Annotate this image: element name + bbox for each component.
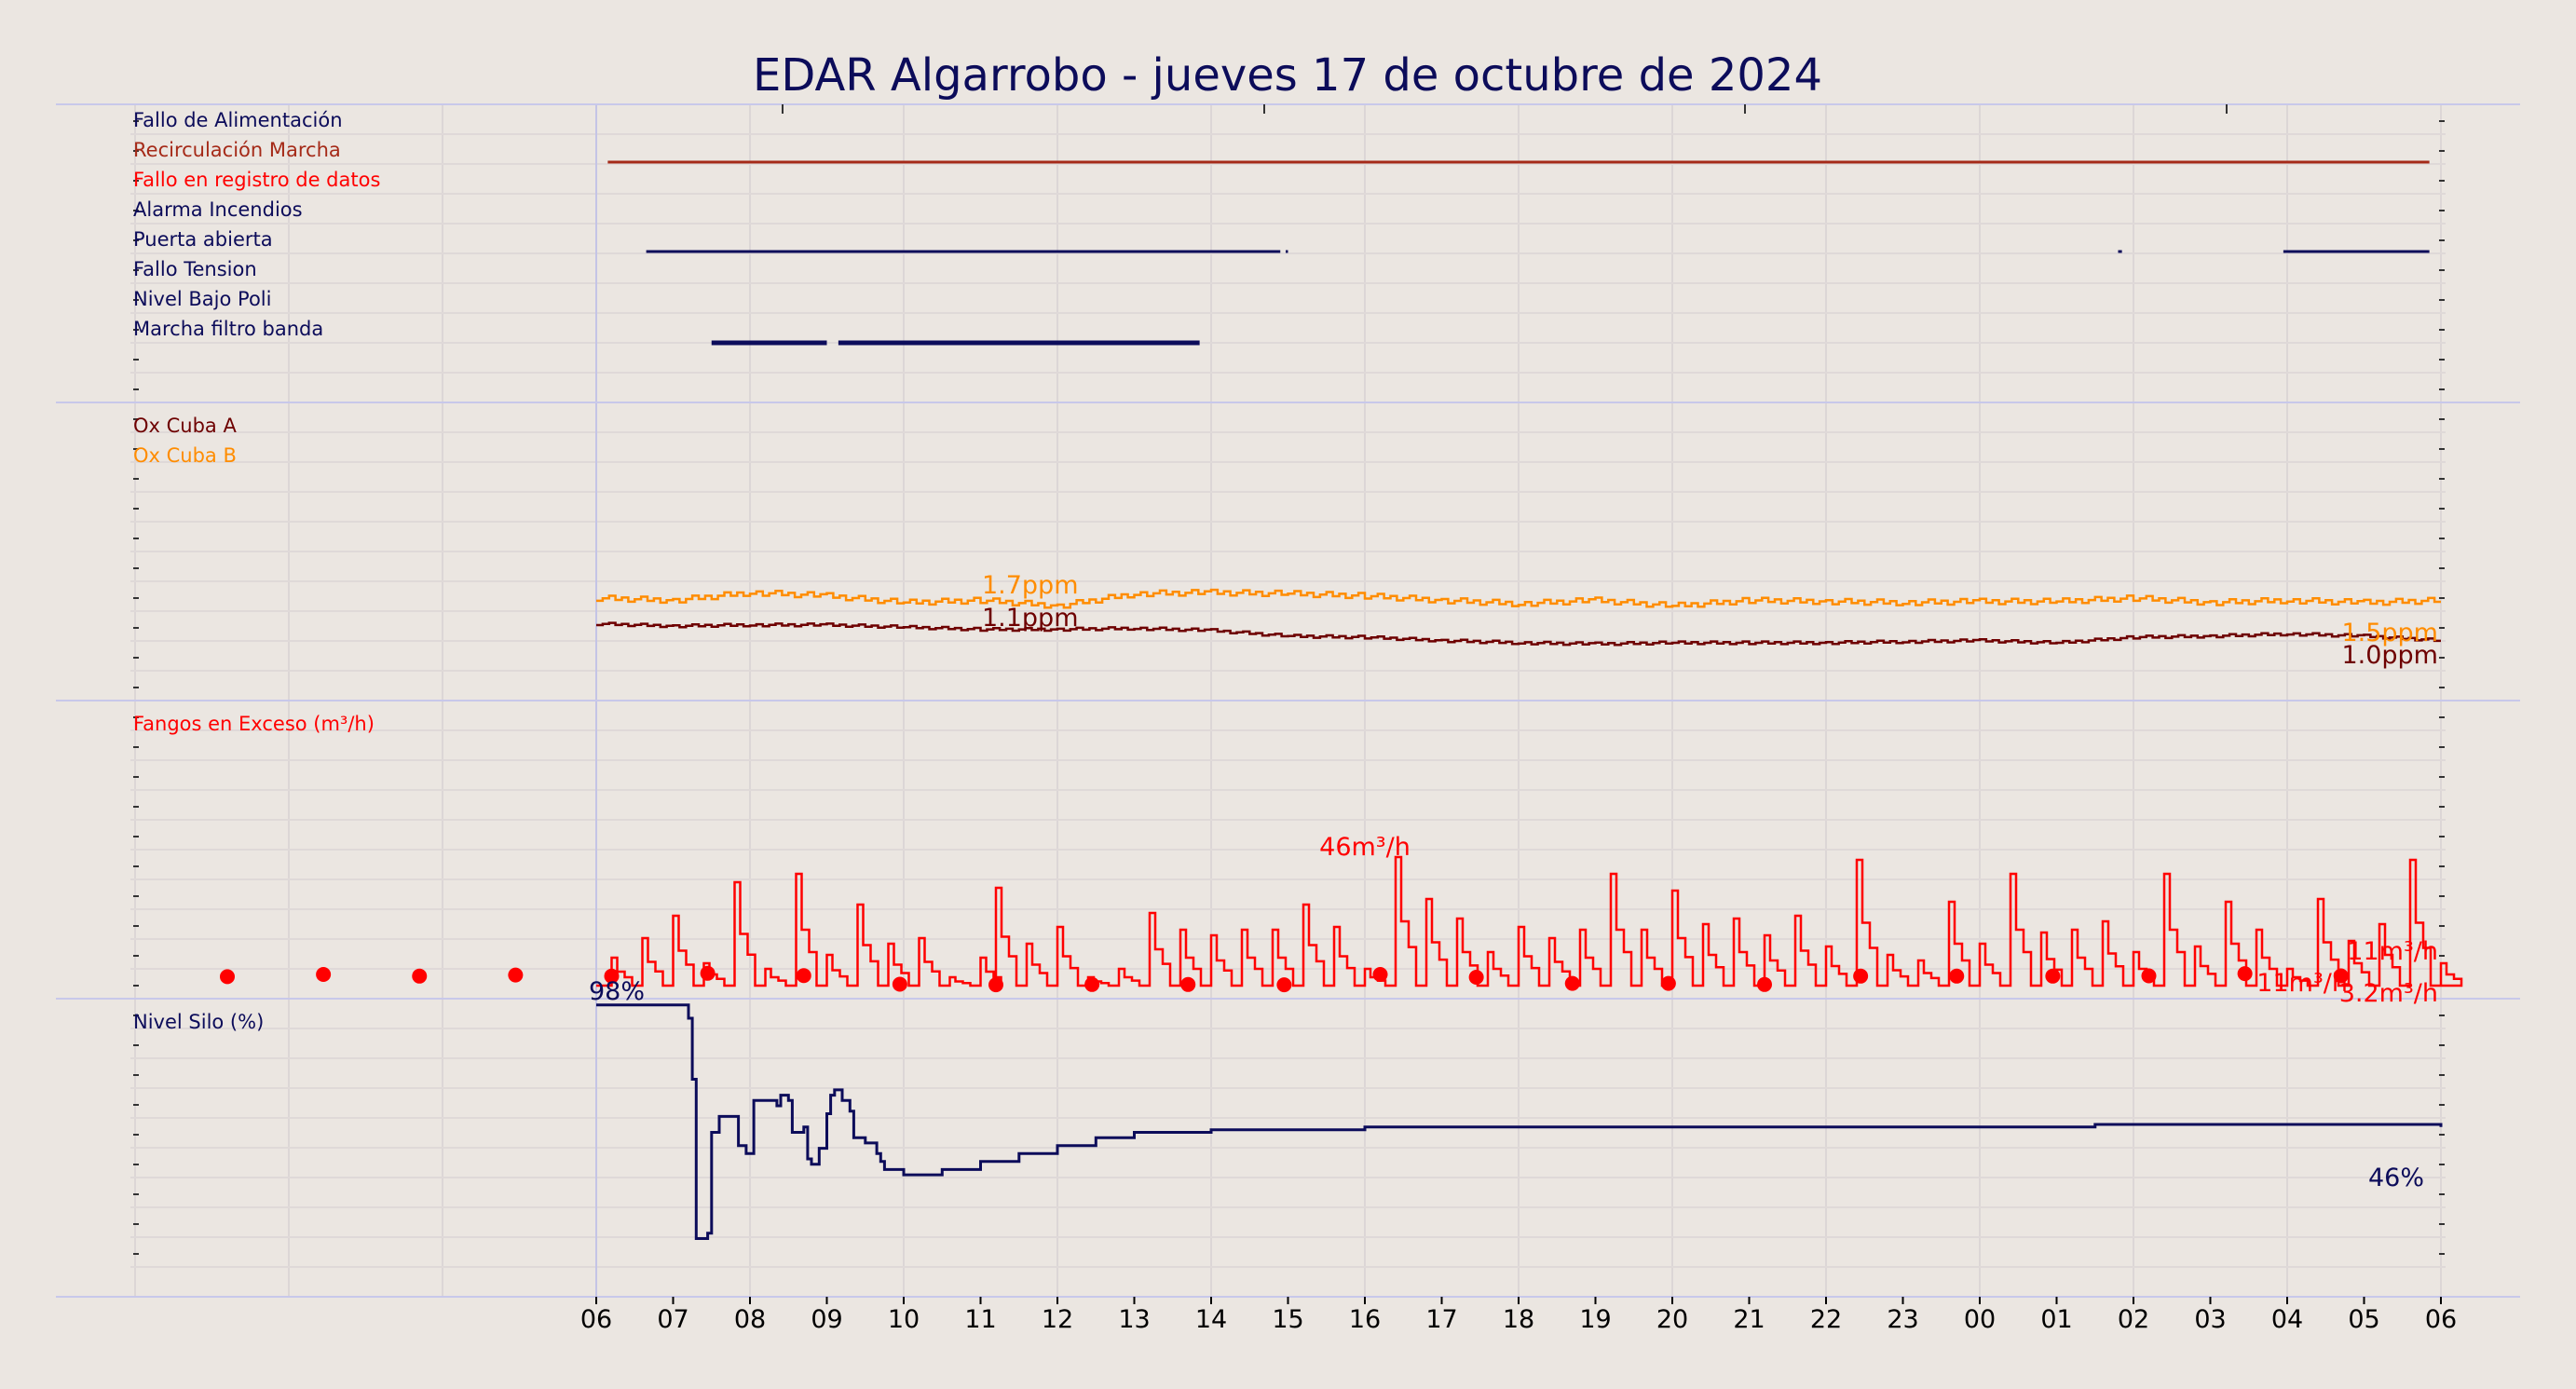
alarm-label: Marcha filtro banda (133, 318, 323, 340)
fangos-dot (2333, 968, 2349, 984)
fangos-dot (2141, 968, 2157, 984)
silo-panel: Nivel Silo (%) 98% 46% (133, 977, 2443, 1240)
x-tick-label: 21 (1733, 1305, 1765, 1334)
oxygen-panel: Ox Cuba A 1.1ppm 1.0ppm Ox Cuba B 1.7ppm 1.5p… (133, 415, 2441, 670)
x-tick-label: 04 (2271, 1305, 2303, 1334)
x-tick-label: 20 (1656, 1305, 1688, 1334)
x-tick-label: 23 (1887, 1305, 1918, 1334)
x-tick-label: 02 (2118, 1305, 2149, 1334)
fangos-dot (1757, 976, 1772, 992)
silo-value-label: 46% (2368, 1164, 2424, 1192)
oxygen-legend-label: Ox Cuba A (133, 415, 237, 437)
oxygen-series-line (596, 621, 2441, 647)
x-tick-label: 16 (1349, 1305, 1381, 1334)
alarm-label: Fallo en registro de datos (133, 169, 380, 191)
x-tick-label: 14 (1195, 1305, 1227, 1334)
fangos-dot (1276, 977, 1292, 993)
oxygen-value-label: 1.0ppm (2341, 641, 2438, 670)
alarm-label: Puerta abierta (133, 228, 273, 251)
x-tick-label: 19 (1579, 1305, 1611, 1334)
fangos-dot (1660, 975, 1676, 991)
x-tick-label: 05 (2348, 1305, 2379, 1334)
fangos-dot (700, 965, 716, 981)
panel-separators (56, 103, 2520, 1298)
x-tick-label: 15 (1272, 1305, 1303, 1334)
fangos-value-label: 3.2m³/h (2339, 979, 2438, 1008)
x-tick-label: 09 (811, 1305, 842, 1334)
fangos-dot (1564, 975, 1580, 991)
oxygen-value-label: 1.7ppm (982, 571, 1079, 600)
fangos-value-label: 11m³/h (2256, 969, 2348, 998)
alarm-panel: Fallo de Alimentación Recirculación March… (133, 109, 2430, 346)
oxygen-legend-label: Ox Cuba B (133, 444, 237, 467)
x-tick-label: 01 (2040, 1305, 2072, 1334)
alarm-label: Fallo Tension (133, 258, 257, 280)
alarm-label: Recirculación Marcha (133, 139, 341, 161)
x-axis: 06 07 08 09 10 11 12 13 14 15 16 17 18 19 20 21 22 23 00 01… (580, 1297, 2457, 1334)
fangos-dot (2237, 966, 2253, 982)
fangos-value-label: 11m³/h (2347, 937, 2438, 966)
x-tick-label: 18 (1503, 1305, 1534, 1334)
x-tick-label: 12 (1042, 1305, 1073, 1334)
silo-legend-label: Nivel Silo (%) (133, 1011, 264, 1033)
alarm-label: Fallo de Alimentación (133, 109, 343, 131)
fangos-dot (1468, 970, 1484, 985)
fangos-dot (1084, 976, 1100, 992)
oxygen-value-label: 1.5ppm (2341, 619, 2438, 647)
fangos-dot (1853, 968, 1869, 984)
x-tick-label: 11 (964, 1305, 996, 1334)
alarm-label: Nivel Bajo Poli (133, 288, 271, 310)
x-tick-label: 13 (1118, 1305, 1150, 1334)
fangos-dot (892, 976, 907, 992)
x-tick-label: 17 (1425, 1305, 1457, 1334)
x-tick-label: 06 (2425, 1305, 2457, 1334)
fangos-dot (604, 968, 620, 984)
x-tick-label: 08 (734, 1305, 766, 1334)
fangos-dot (988, 977, 1003, 993)
x-tick-label: 22 (1810, 1305, 1842, 1334)
fangos-dot (1949, 968, 1965, 984)
fangos-dot (1372, 967, 1388, 982)
x-tick-label: 06 (580, 1305, 612, 1334)
fangos-legend-label: Fangos en Exceso (m³/h) (133, 713, 375, 735)
x-tick-label: 07 (657, 1305, 688, 1334)
fangos-dot (796, 968, 811, 984)
silo-series-line (596, 1003, 2443, 1240)
fangos-dot (1180, 976, 1196, 992)
x-tick-label: 03 (2194, 1305, 2226, 1334)
fangos-panel: Fangos en Exceso (m³/h) 46m³/h 11m³/h 11m³/… (133, 713, 2463, 1008)
alarm-label: Alarma Incendios (133, 198, 303, 221)
chart-title: EDAR Algarrobo - jueves 17 de octubre de… (753, 49, 1822, 102)
fangos-dot (412, 968, 428, 984)
oxygen-value-label: 1.1ppm (982, 604, 1079, 633)
fangos-dot (2045, 968, 2061, 984)
fangos-value-label: 46m³/h (1319, 833, 1411, 862)
fangos-dot (508, 967, 524, 983)
x-tick-label: 00 (1964, 1305, 1996, 1334)
x-tick-label: 10 (888, 1305, 920, 1334)
oxygen-series-line (596, 588, 2441, 609)
fangos-dot (316, 967, 332, 982)
silo-value-label: 98% (589, 977, 645, 1006)
fangos-dot (220, 969, 235, 985)
